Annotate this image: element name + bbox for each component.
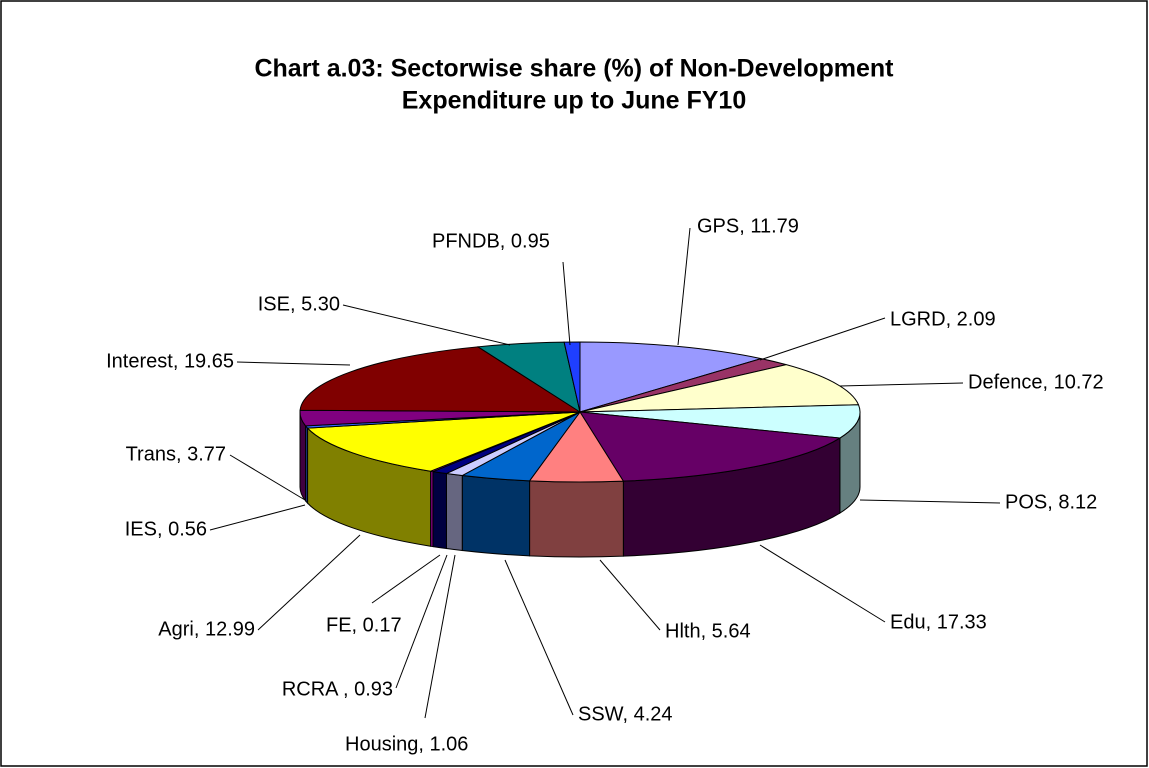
leader-line — [395, 554, 448, 689]
slice-side — [432, 470, 447, 550]
slice-side — [445, 472, 463, 552]
leader-line — [859, 499, 1001, 504]
data-label: Interest, 19.65 — [106, 350, 234, 372]
leader-line — [236, 361, 351, 366]
data-label: RCRA , 0.93 — [282, 678, 393, 700]
leader-line — [677, 227, 691, 346]
slice — [299, 346, 582, 413]
leader-line — [759, 544, 886, 623]
data-label: POS, 8.12 — [1005, 491, 1097, 513]
slice — [579, 364, 860, 413]
data-label: SSW, 4.24 — [578, 703, 673, 725]
data-label: Housing, 1.06 — [345, 733, 468, 755]
chart-title: Chart a.03: Sectorwise share (%) of Non-… — [254, 55, 894, 83]
slice — [563, 341, 581, 413]
slice-side — [529, 480, 624, 558]
chart-title: Expenditure up to June FY10 — [402, 87, 747, 115]
data-label: GPS, 11.79 — [697, 215, 799, 237]
data-label: Hlth, 5.64 — [665, 620, 751, 642]
leader-line — [229, 454, 306, 501]
data-label: ISE, 5.30 — [258, 293, 340, 315]
leader-line — [599, 559, 661, 631]
data-label: LGRD, 2.09 — [890, 308, 996, 330]
leader-line — [839, 382, 964, 387]
leader-line — [371, 554, 441, 604]
leader-line — [209, 504, 306, 531]
slice — [579, 411, 842, 482]
leader-line — [562, 261, 571, 346]
data-label: Trans, 3.77 — [126, 443, 226, 465]
slice — [306, 411, 581, 472]
leader-line — [504, 559, 574, 716]
data-label: Agri, 12.99 — [158, 618, 255, 640]
slice — [579, 404, 861, 439]
data-label: FE, 0.17 — [326, 614, 402, 636]
leader-line — [257, 534, 361, 631]
data-label: IES, 0.56 — [125, 518, 207, 540]
leader-line — [342, 304, 511, 346]
data-label: Defence, 10.72 — [968, 371, 1104, 393]
leader-line — [424, 554, 456, 719]
data-label: PFNDB, 0.95 — [432, 230, 550, 252]
leader-line — [759, 317, 886, 361]
slice — [579, 341, 762, 413]
slice-side — [461, 474, 531, 557]
data-label: Edu, 17.33 — [890, 611, 987, 633]
